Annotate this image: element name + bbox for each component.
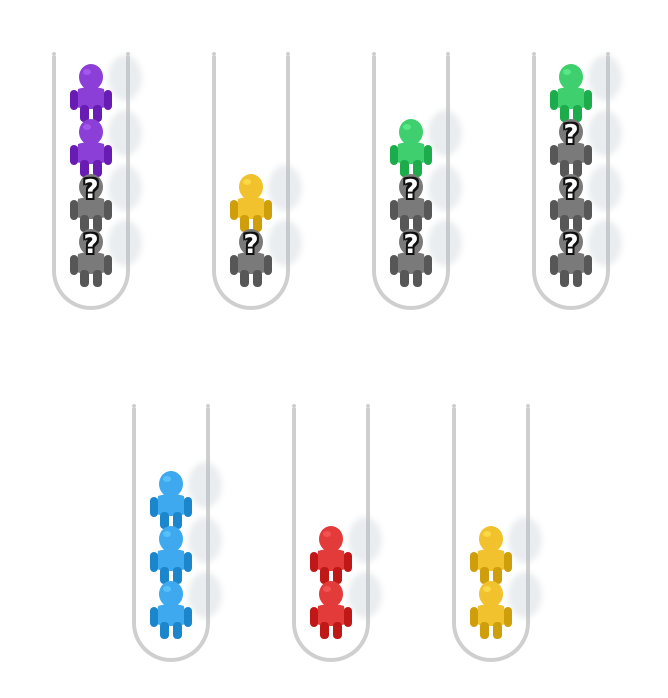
tube-3[interactable]: [372, 52, 450, 310]
purple-figure: [64, 118, 118, 178]
blue-figure: [144, 470, 198, 530]
tube-6[interactable]: [292, 404, 370, 662]
hidden-figure: ?: [544, 173, 598, 233]
hidden-figure: ?: [384, 228, 438, 288]
hidden-figure: ?: [544, 118, 598, 178]
question-mark-icon: ?: [563, 230, 579, 260]
yellow-figure: [464, 580, 518, 640]
red-figure: [304, 580, 358, 640]
figure-shadow: [108, 110, 142, 156]
figure-shadow: [348, 572, 382, 618]
figure-shadow: [428, 165, 462, 211]
figure-shadow: [108, 220, 142, 266]
figure-shadow: [588, 220, 622, 266]
tube-1[interactable]: [52, 52, 130, 310]
figure-shadow: [588, 165, 622, 211]
question-mark-icon: ?: [243, 230, 259, 260]
tube-7[interactable]: [452, 404, 530, 662]
yellow-figure: [224, 173, 278, 233]
blue-figure: [144, 580, 198, 640]
figure-shadow: [108, 165, 142, 211]
tube-5[interactable]: [132, 404, 210, 662]
hidden-figure: ?: [384, 173, 438, 233]
blue-figure: [144, 525, 198, 585]
question-mark-icon: ?: [83, 230, 99, 260]
tube-2[interactable]: [212, 52, 290, 310]
green-figure: [384, 118, 438, 178]
purple-figure: [64, 63, 118, 123]
figure-shadow: [588, 55, 622, 101]
question-mark-icon: ?: [403, 175, 419, 205]
hidden-figure: ?: [64, 228, 118, 288]
hidden-figure: ?: [64, 173, 118, 233]
question-mark-icon: ?: [83, 175, 99, 205]
figure-shadow: [188, 517, 222, 563]
yellow-figure: [464, 525, 518, 585]
figure-shadow: [508, 517, 542, 563]
hidden-figure: ?: [544, 228, 598, 288]
tube-4[interactable]: [532, 52, 610, 310]
figure-shadow: [108, 55, 142, 101]
question-mark-icon: ?: [563, 120, 579, 150]
hidden-figure: ?: [224, 228, 278, 288]
green-figure: [544, 63, 598, 123]
figure-shadow: [348, 517, 382, 563]
figure-shadow: [428, 110, 462, 156]
figure-shadow: [268, 220, 302, 266]
figure-shadow: [188, 462, 222, 508]
question-mark-icon: ?: [403, 230, 419, 260]
figure-shadow: [268, 165, 302, 211]
figure-shadow: [508, 572, 542, 618]
figure-shadow: [588, 110, 622, 156]
figure-shadow: [188, 572, 222, 618]
figure-shadow: [428, 220, 462, 266]
red-figure: [304, 525, 358, 585]
question-mark-icon: ?: [563, 175, 579, 205]
